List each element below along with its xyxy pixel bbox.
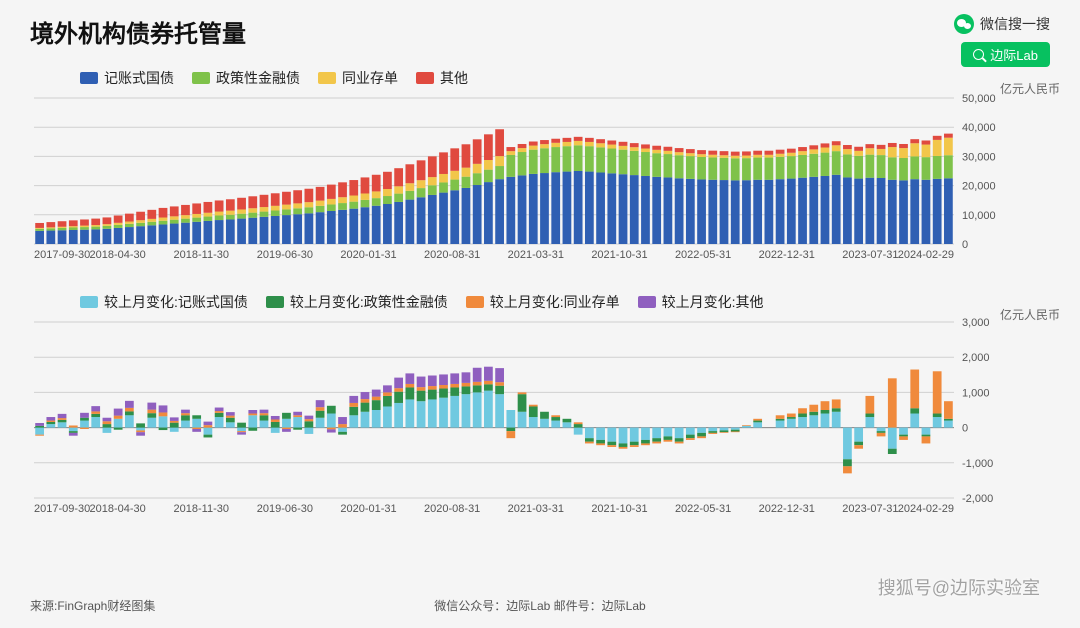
- legend-chart2: 较上月变化:记账式国债 较上月变化:政策性金融债 较上月变化:同业存单 较上月变化:其…: [80, 292, 764, 312]
- svg-text:2018-11-30: 2018-11-30: [174, 249, 229, 261]
- legend-swatch: [80, 72, 98, 84]
- legend-swatch: [80, 296, 98, 308]
- svg-text:0: 0: [962, 423, 968, 435]
- svg-text:-1,000: -1,000: [962, 458, 993, 470]
- svg-text:1,000: 1,000: [962, 387, 990, 399]
- svg-text:2020-08-31: 2020-08-31: [424, 503, 480, 515]
- legend-swatch: [416, 72, 434, 84]
- svg-text:50,000: 50,000: [962, 93, 996, 105]
- svg-text:30,000: 30,000: [962, 151, 996, 163]
- svg-text:2017-09-30: 2017-09-30: [34, 249, 90, 261]
- svg-text:0: 0: [962, 239, 968, 251]
- legend-swatch: [266, 296, 284, 308]
- svg-text:2022-05-31: 2022-05-31: [675, 249, 731, 261]
- wechat-label: 微信搜一搜: [980, 14, 1050, 34]
- legend-item: 较上月变化:同业存单: [466, 292, 620, 312]
- svg-text:40,000: 40,000: [962, 122, 996, 134]
- legend-item: 同业存单: [318, 68, 398, 88]
- svg-text:2021-03-31: 2021-03-31: [508, 249, 564, 261]
- source-label: 来源:FinGraph财经图集: [30, 597, 155, 614]
- chart-mom-change: -2,000-1,00001,0002,0003,0002017-09-3020…: [30, 316, 1010, 516]
- svg-text:2022-12-31: 2022-12-31: [759, 249, 815, 261]
- legend-item: 较上月变化:其他: [638, 292, 764, 312]
- svg-text:2022-12-31: 2022-12-31: [759, 503, 815, 515]
- legend-label: 政策性金融债: [216, 68, 300, 88]
- svg-text:2020-01-31: 2020-01-31: [340, 249, 396, 261]
- legend-label: 同业存单: [342, 68, 398, 88]
- svg-text:2018-04-30: 2018-04-30: [89, 503, 145, 515]
- legend-swatch: [466, 296, 484, 308]
- legend-swatch: [318, 72, 336, 84]
- legend-label: 较上月变化:其他: [662, 292, 764, 312]
- legend-label: 较上月变化:同业存单: [490, 292, 620, 312]
- svg-text:2018-11-30: 2018-11-30: [174, 503, 229, 515]
- svg-text:2023-07-31: 2023-07-31: [842, 249, 898, 261]
- svg-text:2021-10-31: 2021-10-31: [591, 249, 647, 261]
- legend-swatch: [192, 72, 210, 84]
- svg-text:2,000: 2,000: [962, 352, 990, 364]
- search-pill-label: 边际Lab: [990, 45, 1038, 64]
- legend-item: 其他: [416, 68, 468, 88]
- svg-text:-2,000: -2,000: [962, 493, 993, 505]
- page-title: 境外机构债券托管量: [30, 14, 246, 49]
- legend-item: 政策性金融债: [192, 68, 300, 88]
- legend-label: 记账式国债: [104, 68, 174, 88]
- watermark: 搜狐号@边际实验室: [878, 574, 1040, 600]
- legend-item: 较上月变化:政策性金融债: [266, 292, 448, 312]
- svg-text:2023-07-31: 2023-07-31: [842, 503, 898, 515]
- legend-label: 其他: [440, 68, 468, 88]
- legend-swatch: [638, 296, 656, 308]
- svg-text:2018-04-30: 2018-04-30: [89, 249, 145, 261]
- chart-custody-totals: 0 10,000 20,000 30,000 40,000 50,000 2017-09-3…: [30, 92, 1010, 262]
- wechat-badge: 微信搜一搜: [954, 14, 1050, 34]
- svg-text:2019-06-30: 2019-06-30: [257, 249, 313, 261]
- search-icon: [973, 49, 984, 60]
- legend-chart1: 记账式国债 政策性金融债 同业存单 其他: [80, 68, 468, 88]
- svg-text:2019-06-30: 2019-06-30: [257, 503, 313, 515]
- svg-text:2022-05-31: 2022-05-31: [675, 503, 731, 515]
- svg-text:2017-09-30: 2017-09-30: [34, 503, 90, 515]
- svg-text:20,000: 20,000: [962, 181, 996, 193]
- search-pill[interactable]: 边际Lab: [961, 42, 1050, 67]
- svg-text:3,000: 3,000: [962, 317, 990, 329]
- svg-text:2024-02-29: 2024-02-29: [898, 249, 954, 261]
- legend-item: 较上月变化:记账式国债: [80, 292, 248, 312]
- svg-text:2020-01-31: 2020-01-31: [340, 503, 396, 515]
- svg-text:2021-10-31: 2021-10-31: [591, 503, 647, 515]
- legend-item: 记账式国债: [80, 68, 174, 88]
- wechat-icon: [954, 14, 974, 34]
- legend-label: 较上月变化:记账式国债: [104, 292, 248, 312]
- footer-center: 微信公众号：边际Lab 邮件号：边际Lab: [434, 597, 645, 614]
- svg-text:10,000: 10,000: [962, 210, 996, 222]
- svg-text:2024-02-29: 2024-02-29: [898, 503, 954, 515]
- svg-text:2021-03-31: 2021-03-31: [508, 503, 564, 515]
- svg-text:2020-08-31: 2020-08-31: [424, 249, 480, 261]
- legend-label: 较上月变化:政策性金融债: [290, 292, 448, 312]
